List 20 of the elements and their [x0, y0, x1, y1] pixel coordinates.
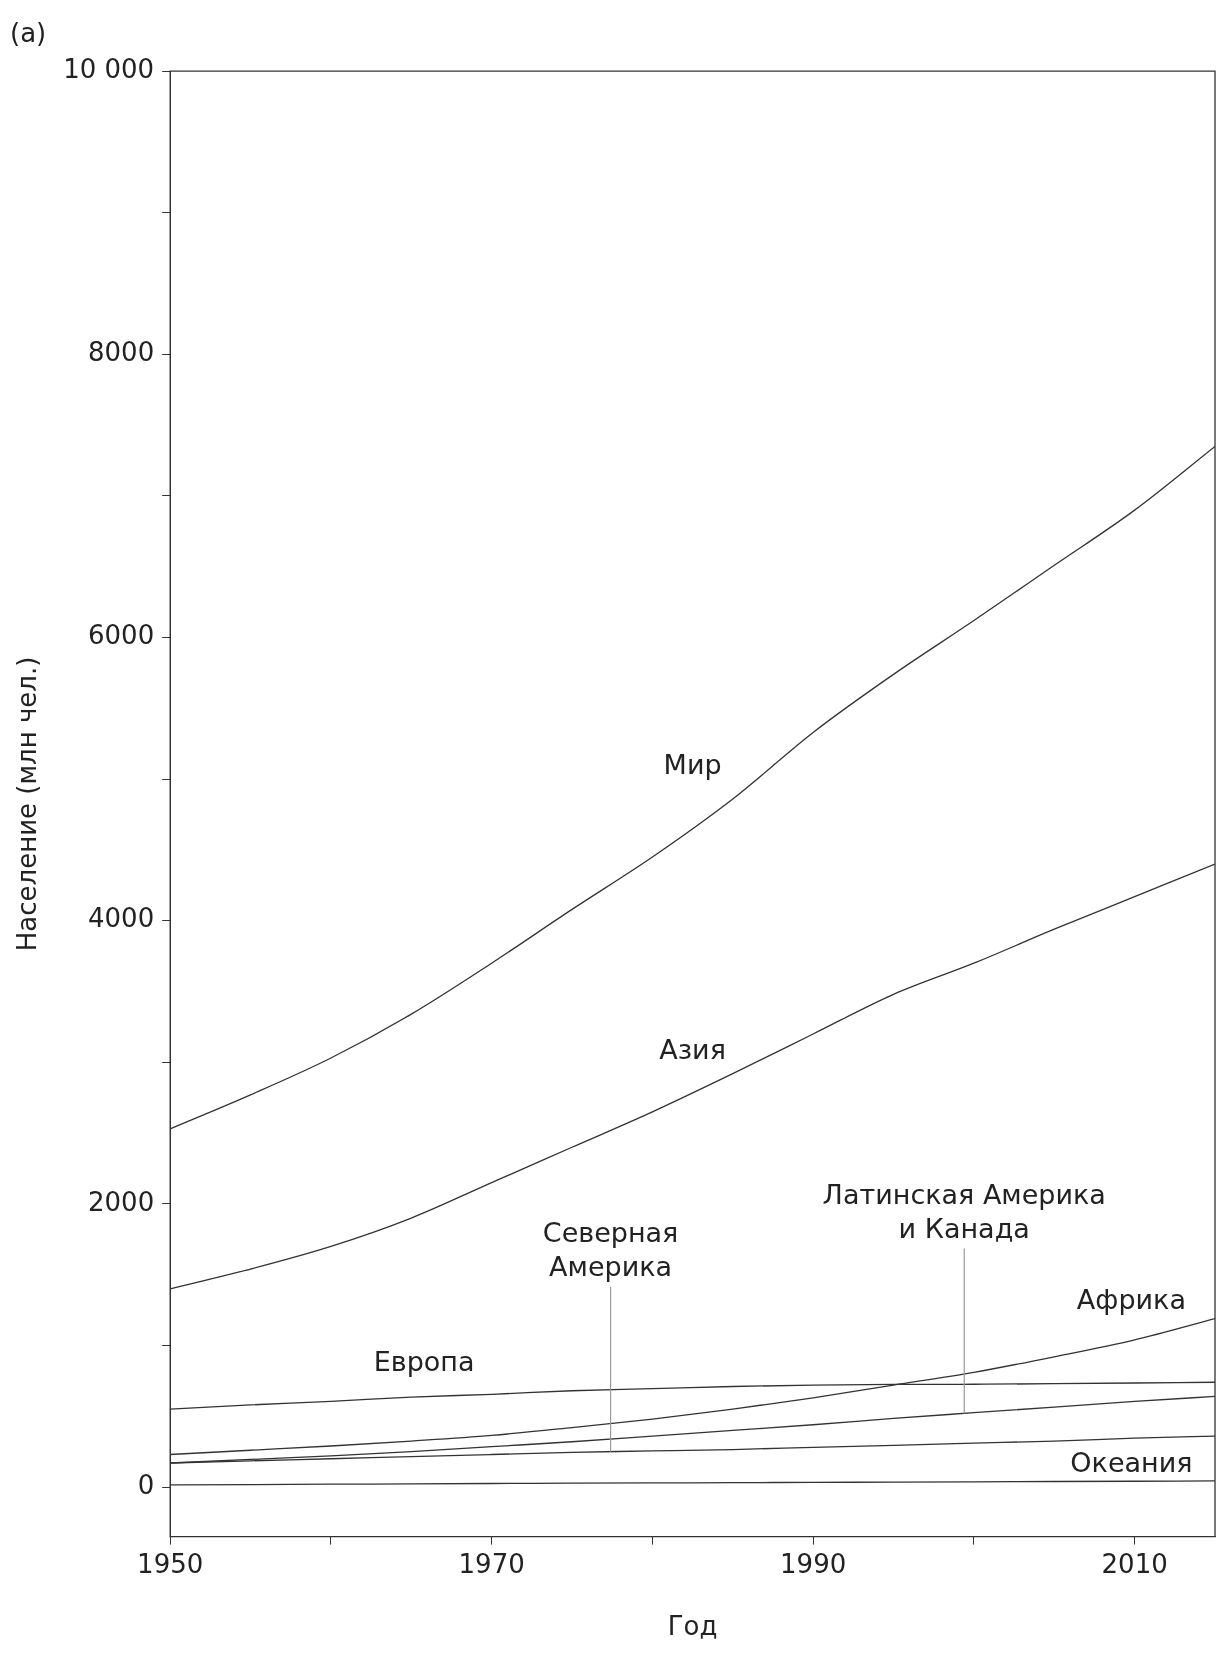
- y-tick-label: 0: [137, 1469, 155, 1500]
- x-tick-label: 1950: [137, 1548, 204, 1579]
- y-tick-label: 4000: [88, 903, 155, 934]
- y-tick-label: 8000: [88, 337, 155, 368]
- x-tick-label: 1990: [780, 1548, 847, 1579]
- series-label: Европа: [373, 1345, 475, 1377]
- x-tick-label: 2010: [1101, 1548, 1168, 1579]
- y-tick-label: 6000: [88, 620, 155, 651]
- series-label: Мир: [663, 748, 722, 780]
- series-label: Океания: [1070, 1447, 1193, 1479]
- text: Латинская Америка и Канада: [822, 1178, 1106, 1244]
- x-tick-label: 1970: [458, 1548, 525, 1579]
- chart-title: (a): [10, 18, 47, 49]
- y-tick-label: 2000: [88, 1186, 155, 1217]
- y-tick-label: 10 000: [63, 53, 155, 84]
- series-label: Азия: [659, 1033, 726, 1065]
- text: Северная Америка: [542, 1217, 679, 1283]
- y-axis-title: Население (млн чел.): [12, 656, 43, 952]
- x-axis-title: Год: [667, 1611, 718, 1642]
- series-label: Африка: [1076, 1284, 1186, 1316]
